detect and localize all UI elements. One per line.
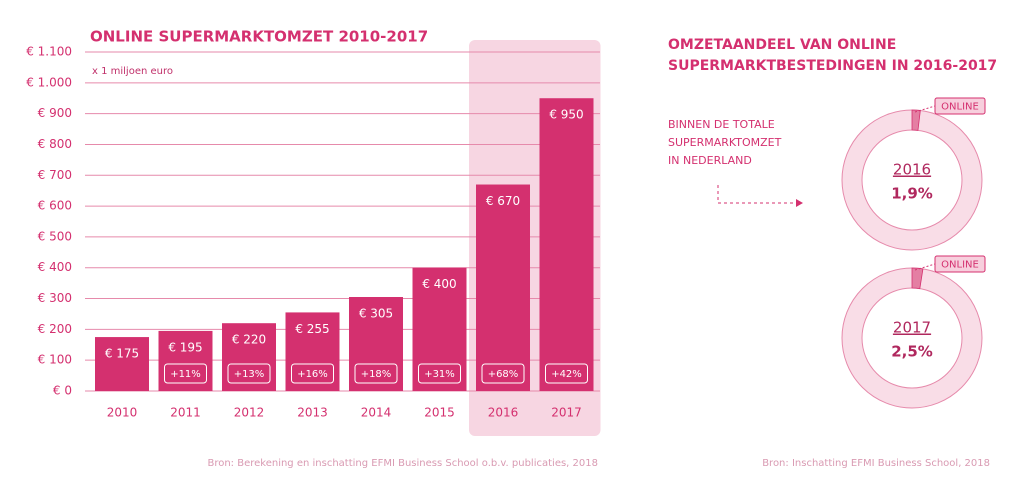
category-label: ONLINE xyxy=(941,102,979,113)
leader-line xyxy=(914,263,936,271)
value-label: € 220 xyxy=(232,333,266,347)
growth-label: +18% xyxy=(361,369,392,380)
donut-slice xyxy=(911,267,924,290)
growth-box xyxy=(291,363,334,384)
y-tick-label: € 700 xyxy=(38,168,72,182)
growth-label: +11% xyxy=(170,369,201,380)
bar xyxy=(476,184,530,391)
panel-note: IN NEDERLAND xyxy=(668,154,752,167)
panel-title: SUPERMARKTBESTEDINGEN IN 2016-2017 xyxy=(668,58,997,74)
arrow-head xyxy=(796,199,803,207)
y-tick-label: € 1.100 xyxy=(26,45,72,59)
y-tick-label: € 200 xyxy=(38,322,72,336)
panel-title: OMZETAANDEEL VAN ONLINE xyxy=(668,37,896,53)
growth-label: +16% xyxy=(297,369,328,380)
category-box xyxy=(934,97,986,115)
x-tick-label: 2015 xyxy=(424,406,455,420)
value-label: € 400 xyxy=(422,277,456,291)
growth-label: +68% xyxy=(488,369,519,380)
donut-year: 2017 xyxy=(893,319,931,337)
panel-note: SUPERMARKTOMZET xyxy=(668,136,782,149)
leader-line xyxy=(914,105,936,113)
value-label: € 255 xyxy=(295,322,329,336)
y-tick-label: € 0 xyxy=(53,384,72,398)
panel-source: Bron: Inschatting EFMI Business School, … xyxy=(762,458,990,469)
growth-box xyxy=(545,363,588,384)
value-label: € 305 xyxy=(359,307,393,321)
y-tick-label: € 900 xyxy=(38,106,72,120)
bar-title: ONLINE SUPERMARKTOMZET 2010-2017 xyxy=(90,28,428,46)
category-box xyxy=(934,255,986,273)
donut-slice xyxy=(911,109,921,131)
value-label: € 950 xyxy=(549,108,583,122)
growth-label: +31% xyxy=(424,369,455,380)
bar-source: Bron: Berekening en inschatting EFMI Bus… xyxy=(207,458,598,469)
donut-ring xyxy=(842,268,982,408)
donut-outline xyxy=(861,129,963,231)
growth-box xyxy=(418,363,461,384)
note-arrow xyxy=(717,185,798,204)
donut-outline xyxy=(861,287,963,389)
value-label: € 670 xyxy=(486,194,520,208)
bar-subtitle: x 1 miljoen euro xyxy=(92,66,173,77)
bar xyxy=(412,267,467,391)
bar xyxy=(539,98,594,392)
donut-value: 2,5% xyxy=(891,343,933,361)
category-label: ONLINE xyxy=(941,260,979,271)
y-tick-label: € 100 xyxy=(38,353,72,367)
bar xyxy=(285,312,340,391)
value-label: € 175 xyxy=(105,347,139,361)
growth-box xyxy=(481,363,525,384)
y-tick-label: € 1.000 xyxy=(26,75,72,89)
donut-ring xyxy=(842,110,982,250)
x-tick-label: 2016 xyxy=(488,406,519,420)
bar xyxy=(222,323,276,391)
bar xyxy=(349,297,403,391)
growth-box xyxy=(164,363,207,384)
growth-label: +13% xyxy=(234,369,265,380)
donut-value: 1,9% xyxy=(891,185,933,203)
x-tick-label: 2013 xyxy=(297,406,328,420)
x-tick-label: 2010 xyxy=(107,406,138,420)
bar xyxy=(95,337,149,391)
panel-note: BINNEN DE TOTALE xyxy=(668,118,775,131)
growth-box xyxy=(354,363,398,384)
x-tick-label: 2011 xyxy=(170,406,201,420)
growth-box xyxy=(227,363,271,384)
growth-label: +42% xyxy=(551,369,582,380)
y-tick-label: € 600 xyxy=(38,199,72,213)
donut-year: 2016 xyxy=(893,161,931,179)
y-tick-label: € 500 xyxy=(38,229,72,243)
bar xyxy=(158,330,213,391)
y-tick-label: € 800 xyxy=(38,137,72,151)
x-tick-label: 2014 xyxy=(361,406,392,420)
y-tick-label: € 300 xyxy=(38,291,72,305)
y-tick-label: € 400 xyxy=(38,260,72,274)
x-tick-label: 2012 xyxy=(234,406,265,420)
x-tick-label: 2017 xyxy=(551,406,582,420)
value-label: € 195 xyxy=(168,340,202,354)
